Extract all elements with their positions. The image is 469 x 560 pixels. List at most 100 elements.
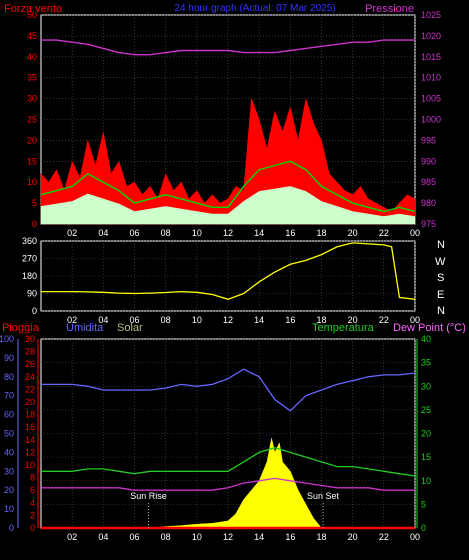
direction-y-tick-label: 270 xyxy=(22,254,37,264)
rain-y-tick-label: 26 xyxy=(25,359,35,369)
direction-y-tick-label: 0 xyxy=(32,306,37,316)
rain-y-tick-label: 0 xyxy=(30,523,35,533)
sunset-label: Sun Set xyxy=(307,491,340,501)
direction-y-tick-label: 360 xyxy=(22,236,37,246)
climate-x-tick-label: 20 xyxy=(348,532,358,542)
wind-y-tick-label: 35 xyxy=(27,73,37,83)
climate-x-tick-label: 10 xyxy=(192,532,202,542)
climate-x-tick-label: 18 xyxy=(316,532,326,542)
rain-y-tick-label: 16 xyxy=(25,422,35,432)
wind-avg-line xyxy=(40,160,416,213)
compass-n-top: N xyxy=(437,239,445,251)
rain-y-tick-label: 20 xyxy=(25,397,35,407)
wind-y-tick-label: 5 xyxy=(32,198,37,208)
pressure-y-tick-label: 1010 xyxy=(421,73,441,83)
pressure-y-tick-label: 985 xyxy=(421,177,436,187)
compass-n-bottom: N xyxy=(437,305,445,317)
temperature-axis-label: Temperatura xyxy=(312,322,375,334)
temperature-y-tick-label: 30 xyxy=(421,381,431,391)
wind-x-tick-label: 20 xyxy=(348,228,358,238)
pressure-y-tick-label: 1020 xyxy=(421,31,441,41)
rain-y-tick-label: 2 xyxy=(30,510,35,520)
rain-y-tick-label: 8 xyxy=(30,473,35,483)
pressure-y-tick-label: 1025 xyxy=(421,10,441,20)
climate-x-tick-label: 06 xyxy=(129,532,139,542)
wind-x-tick-label: 08 xyxy=(161,228,171,238)
direction-x-tick-label: 08 xyxy=(161,315,171,325)
direction-x-tick-label: 22 xyxy=(379,315,389,325)
climate-x-tick-label: 12 xyxy=(223,532,233,542)
solar-label: Solar xyxy=(117,322,143,334)
pressure-y-tick-label: 1000 xyxy=(421,115,441,125)
rain-y-tick-label: 28 xyxy=(25,347,35,357)
rain-y-tick-label: 14 xyxy=(25,435,35,445)
wind-x-tick-label: 18 xyxy=(316,228,326,238)
direction-x-tick-label: 00 xyxy=(410,315,420,325)
direction-y-tick-label: 90 xyxy=(27,289,37,299)
compass-w: W xyxy=(435,256,446,268)
wind-y-tick-label: 40 xyxy=(27,52,37,62)
pressure-line xyxy=(41,39,415,56)
wind-axis-label: Forza vento xyxy=(4,3,62,15)
rain-y-tick-label: 12 xyxy=(25,447,35,457)
temperature-y-tick-label: 35 xyxy=(421,358,431,368)
humidity-y-tick-label: 60 xyxy=(4,410,14,420)
wind-x-tick-label: 06 xyxy=(129,228,139,238)
humidity-y-tick-label: 70 xyxy=(4,391,14,401)
temperature-y-tick-label: 5 xyxy=(421,499,426,509)
humidity-line xyxy=(41,368,416,412)
wind-x-tick-label: 14 xyxy=(254,228,264,238)
humidity-y-tick-label: 50 xyxy=(4,429,14,439)
humidity-axis-label: Umidita xyxy=(66,322,104,334)
temperature-line xyxy=(41,447,416,477)
wind-y-tick-label: 15 xyxy=(27,156,37,166)
humidity-y-tick-label: 0 xyxy=(9,523,14,533)
temperature-y-tick-label: 40 xyxy=(421,334,431,344)
rain-y-tick-label: 10 xyxy=(25,460,35,470)
humidity-y-tick-label: 100 xyxy=(0,334,14,344)
temperature-y-tick-label: 20 xyxy=(421,429,431,439)
direction-line xyxy=(41,242,416,300)
compass-s: S xyxy=(437,272,444,284)
wind-y-tick-label: 45 xyxy=(27,31,37,41)
pressure-y-tick-label: 1015 xyxy=(421,52,441,62)
humidity-y-tick-label: 10 xyxy=(4,504,14,514)
humidity-y-tick-label: 40 xyxy=(4,447,14,457)
humidity-y-tick-label: 90 xyxy=(4,353,14,363)
pressure-y-tick-label: 990 xyxy=(421,156,436,166)
climate-x-tick-label: 14 xyxy=(254,532,264,542)
climate-x-tick-label: 22 xyxy=(379,532,389,542)
direction-x-tick-label: 20 xyxy=(348,315,358,325)
climate-x-tick-label: 04 xyxy=(98,532,108,542)
wind-x-tick-label: 22 xyxy=(379,228,389,238)
climate-x-tick-label: 00 xyxy=(410,532,420,542)
dewpoint-line xyxy=(41,477,415,491)
wind-y-tick-label: 20 xyxy=(27,135,37,145)
rain-y-tick-label: 4 xyxy=(30,498,35,508)
humidity-y-tick-label: 20 xyxy=(4,485,14,495)
rain-y-tick-label: 30 xyxy=(25,334,35,344)
direction-x-tick-label: 10 xyxy=(192,315,202,325)
pressure-y-tick-label: 980 xyxy=(421,198,436,208)
wind-gust-area xyxy=(40,98,416,225)
wind-y-tick-label: 25 xyxy=(27,115,37,125)
rain-y-tick-label: 6 xyxy=(30,485,35,495)
compass-e: E xyxy=(437,289,444,301)
wind-y-tick-label: 50 xyxy=(27,10,37,20)
pressure-y-tick-label: 1005 xyxy=(421,94,441,104)
climate-x-tick-label: 02 xyxy=(67,532,77,542)
rain-y-tick-label: 24 xyxy=(25,372,35,382)
wind-y-tick-label: 0 xyxy=(32,219,37,229)
wind-x-tick-label: 10 xyxy=(192,228,202,238)
wind-y-tick-label: 10 xyxy=(27,177,37,187)
compass-labels: N W S E N xyxy=(435,239,446,317)
wind-x-tick-label: 12 xyxy=(223,228,233,238)
pressure-axis-label: Pressione xyxy=(365,3,414,15)
direction-y-tick-label: 180 xyxy=(22,271,37,281)
wind-x-tick-label: 16 xyxy=(285,228,295,238)
temperature-y-tick-label: 25 xyxy=(421,405,431,415)
direction-x-tick-label: 16 xyxy=(285,315,295,325)
